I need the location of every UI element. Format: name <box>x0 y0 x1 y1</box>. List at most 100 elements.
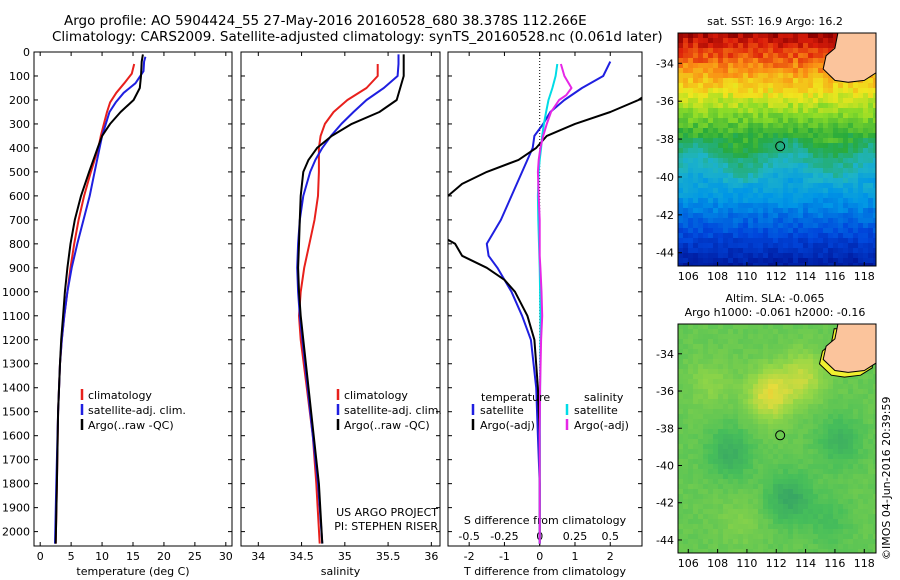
sla-cell <box>718 504 723 509</box>
sla-cell <box>803 434 808 439</box>
sst-cell <box>863 88 868 93</box>
x-tick-label: -1 <box>499 550 510 563</box>
sla-cell <box>773 364 778 369</box>
sst-cell <box>788 93 793 98</box>
sla-cell <box>763 349 768 354</box>
sla-cell <box>688 549 693 553</box>
x-tick-label: 34 <box>251 550 265 563</box>
sla-cell <box>748 549 753 553</box>
sla-cell <box>678 399 683 404</box>
sla-cell <box>818 469 823 474</box>
sst-cell <box>768 48 773 53</box>
sla-cell <box>828 494 833 499</box>
sla-cell <box>678 349 683 354</box>
sst-cell <box>698 93 703 98</box>
sla-cell <box>838 469 843 474</box>
sst-cell <box>748 208 753 213</box>
sla-cell <box>763 474 768 479</box>
sla-cell <box>818 499 823 504</box>
sst-cell <box>833 233 838 238</box>
sst-cell <box>778 118 783 123</box>
sst-cell <box>688 188 693 193</box>
sla-cell <box>763 439 768 444</box>
sla-cell <box>793 359 798 364</box>
sst-cell <box>843 123 848 128</box>
sla-cell <box>723 339 728 344</box>
sla-cell <box>768 469 773 474</box>
sst-cell <box>783 183 788 188</box>
sst-cell <box>798 88 803 93</box>
sla-cell <box>753 499 758 504</box>
sla-cell <box>723 404 728 409</box>
sla-cell <box>718 354 723 359</box>
depth-tick-label: 1700 <box>2 454 30 467</box>
sst-cell <box>783 128 788 133</box>
sst-cell <box>753 113 758 118</box>
sla-cell <box>713 444 718 449</box>
sst-cell <box>818 233 823 238</box>
sst-cell <box>718 68 723 73</box>
sst-cell <box>783 218 788 223</box>
sst-cell <box>763 183 768 188</box>
map-x-tick-label: 114 <box>795 270 816 283</box>
sla-cell <box>678 479 683 484</box>
sla-cell <box>773 519 778 524</box>
sla-cell <box>728 344 733 349</box>
sst-cell <box>703 113 708 118</box>
sla-cell <box>703 394 708 399</box>
sla-cell <box>818 484 823 489</box>
sla-cell <box>738 434 743 439</box>
sla-cell <box>863 499 868 504</box>
sst-cell <box>763 38 768 43</box>
sla-cell <box>753 444 758 449</box>
sst-cell <box>738 158 743 163</box>
sst-cell <box>793 193 798 198</box>
sst-cell <box>783 108 788 113</box>
sst-cell <box>823 183 828 188</box>
sst-cell <box>788 33 793 38</box>
sst-cell <box>703 123 708 128</box>
sst-cell <box>693 103 698 108</box>
sst-cell <box>848 203 853 208</box>
sst-cell <box>853 258 858 263</box>
sla-cell <box>733 414 738 419</box>
sla-cell <box>763 354 768 359</box>
sla-cell <box>828 469 833 474</box>
sst-cell <box>863 203 868 208</box>
sst-cell <box>783 168 788 173</box>
sst-cell <box>753 218 758 223</box>
sst-cell <box>713 143 718 148</box>
sla-cell <box>858 399 863 404</box>
sla-cell <box>698 414 703 419</box>
sst-cell <box>838 208 843 213</box>
sla-cell <box>713 344 718 349</box>
sla-cell <box>813 414 818 419</box>
sst-cell <box>833 178 838 183</box>
sst-cell <box>718 93 723 98</box>
sla-cell <box>833 324 838 329</box>
sst-cell <box>783 83 788 88</box>
sst-cell <box>713 103 718 108</box>
sst-cell <box>688 88 693 93</box>
sst-cell <box>713 108 718 113</box>
sst-cell <box>738 53 743 58</box>
sst-cell <box>798 78 803 83</box>
sla-cell <box>748 469 753 474</box>
sla-cell <box>853 379 858 384</box>
sst-cell <box>693 198 698 203</box>
sst-cell <box>823 138 828 143</box>
sst-cell <box>763 133 768 138</box>
sla-cell <box>768 424 773 429</box>
sst-cell <box>853 133 858 138</box>
sla-cell <box>773 359 778 364</box>
sla-cell <box>778 349 783 354</box>
sst-cell <box>813 163 818 168</box>
sst-cell <box>748 83 753 88</box>
sla-cell <box>768 334 773 339</box>
sst-cell <box>678 253 683 258</box>
sla-cell <box>803 364 808 369</box>
sla-cell <box>698 494 703 499</box>
x-tick-label: 30 <box>219 550 233 563</box>
sla-cell <box>858 429 863 434</box>
